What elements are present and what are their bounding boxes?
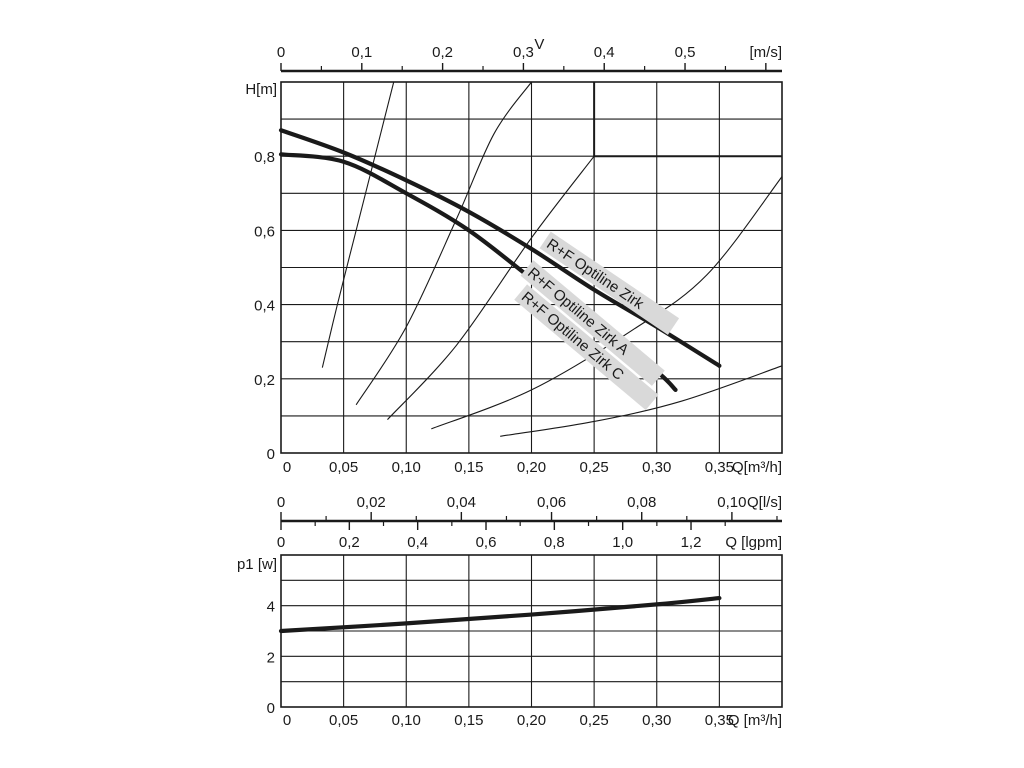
x-tick-label: 0,20: [517, 459, 546, 476]
velocity-symbol: V: [534, 36, 544, 53]
curve-label-band: [539, 231, 680, 335]
velocity-tick-label: 0,3: [513, 44, 534, 61]
y-tick-label: 0: [267, 700, 275, 717]
x-tick-label: 0,25: [580, 712, 609, 729]
x-tick-label: 0,20: [517, 712, 546, 729]
velocity-tick-label: 0,2: [432, 44, 453, 61]
pump-curves: [278, 128, 722, 393]
y-tick-label: 0: [267, 446, 275, 463]
igpm-tick-label: 0,8: [544, 534, 565, 551]
ls-tick-label: 0,04: [447, 494, 476, 511]
igpm-tick-label: 0: [277, 534, 285, 551]
system-curve: [500, 365, 783, 437]
system-curve: [387, 155, 595, 420]
pump-curve: [278, 128, 722, 368]
x-tick-label: 0,15: [454, 459, 483, 476]
velocity-tick-label: 0,4: [594, 44, 615, 61]
y-tick-label: 0,2: [254, 372, 275, 389]
y-tick-label: 4: [267, 599, 275, 616]
x-axis-label: Q[m³/h]: [732, 459, 782, 476]
y-tick-label: 0,8: [254, 149, 275, 166]
x-tick-label: 0,35: [705, 712, 734, 729]
igpm-tick-label: 1,0: [612, 534, 633, 551]
igpm-tick-label: 0,6: [476, 534, 497, 551]
ls-axis-label: Q[l/s]: [747, 494, 782, 511]
flow-conversion-axes: 0 0,02 0,04 0,06 0,08 0,10 Q[l/s] 0 0,2 0,4 0,6 0,8…: [277, 494, 782, 551]
pump-head-chart: 0 0,1 0,2 0,3 0,4 0,5 V [m/s] R+F Optiline Zirk…: [245, 36, 783, 476]
ls-tick-label: 0,06: [537, 494, 566, 511]
ls-tick-label: 0,02: [357, 494, 386, 511]
system-curve: [355, 81, 532, 406]
x-tick-label: 0,10: [392, 459, 421, 476]
velocity-tick-label: 0,5: [675, 44, 696, 61]
y-axis-label: H[m]: [245, 81, 277, 98]
x-tick-label: 0,05: [329, 712, 358, 729]
velocity-axis: 0 0,1 0,2 0,3 0,4 0,5 V [m/s]: [277, 36, 783, 73]
y-tick-label: 0,6: [254, 223, 275, 240]
igpm-tick-label: 0,4: [407, 534, 428, 551]
x-tick-label: 0,30: [642, 459, 671, 476]
velocity-axis-label: [m/s]: [750, 44, 783, 61]
x-tick-label: 0,30: [642, 712, 671, 729]
x-tick-label: 0,15: [454, 712, 483, 729]
y-tick-label: 2: [267, 649, 275, 666]
x-tick-label: 0,10: [392, 712, 421, 729]
ls-tick-label: 0,08: [627, 494, 656, 511]
x-tick-label: 0: [283, 459, 291, 476]
head-chart-ticks: 0 0,05 0,10 0,15 0,20 0,25 0,30 0,35Q[m³/h] 0 0,2…: [245, 81, 782, 476]
x-axis-label: Q [m³/h]: [728, 712, 782, 729]
velocity-tick-label: 0: [277, 44, 285, 61]
curve-label-band: [520, 260, 665, 386]
x-tick-label: 0,05: [329, 459, 358, 476]
power-curve: [278, 595, 722, 634]
igpm-tick-label: 0,2: [339, 534, 360, 551]
y-tick-label: 0,4: [254, 298, 275, 315]
ls-tick-label: 0,10: [717, 494, 746, 511]
power-curve-line: [278, 595, 722, 634]
y-axis-label: p1 [w]: [237, 556, 277, 573]
system-curves: [321, 81, 783, 437]
power-chart-grid: [280, 554, 783, 708]
velocity-tick-label: 0,1: [351, 44, 372, 61]
x-tick-label: 0,25: [580, 459, 609, 476]
igpm-tick-label: 1,2: [681, 534, 702, 551]
igpm-axis-label: Q [lgpm]: [725, 534, 782, 551]
power-chart: 0 0,05 0,10 0,15 0,20 0,25 0,30 0,35Q [m³/h] 0 2 4…: [237, 554, 783, 729]
curve-label-band: [514, 284, 659, 411]
power-chart-ticks: 0 0,05 0,10 0,15 0,20 0,25 0,30 0,35Q [m³/h] 0 2 4…: [237, 556, 782, 729]
x-tick-label: 0,35: [705, 459, 734, 476]
ls-tick-label: 0: [277, 494, 285, 511]
system-curve: [321, 81, 395, 368]
system-curve: [431, 176, 783, 430]
x-tick-label: 0: [283, 712, 291, 729]
